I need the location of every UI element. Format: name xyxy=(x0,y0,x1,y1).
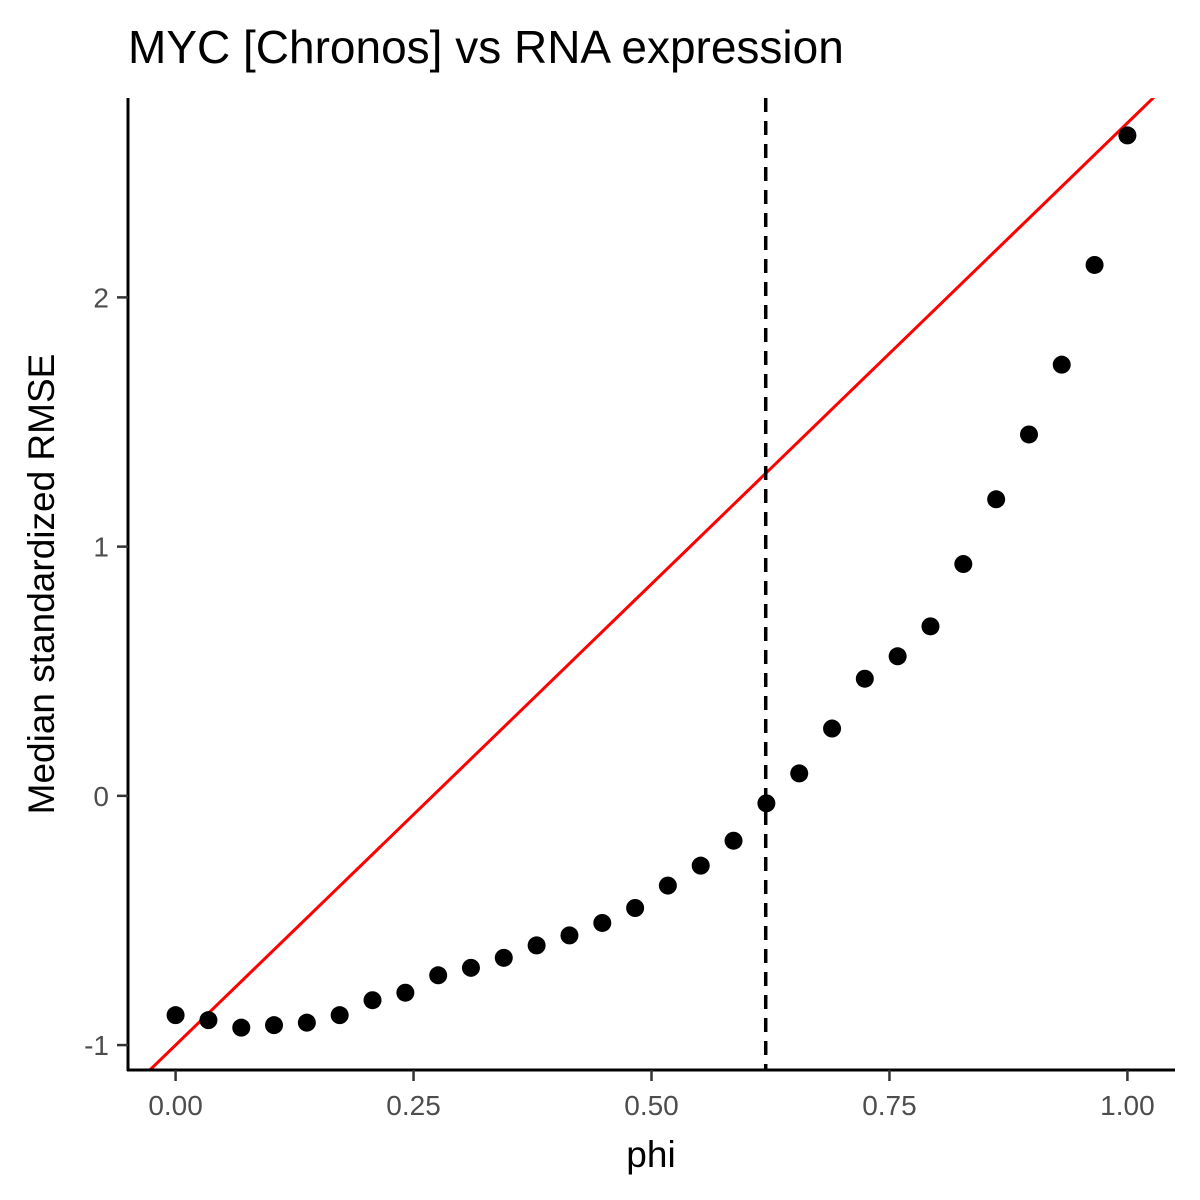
data-point xyxy=(527,936,546,955)
x-tick-label: 0.50 xyxy=(624,1090,679,1121)
data-point xyxy=(823,719,842,738)
data-point xyxy=(199,1011,218,1030)
data-point xyxy=(1118,126,1137,145)
data-point xyxy=(658,876,677,895)
data-point xyxy=(429,966,448,985)
y-tick-label: -1 xyxy=(84,1030,109,1061)
plot-area xyxy=(147,98,1156,1070)
data-point xyxy=(757,794,776,813)
y-tick-label: 0 xyxy=(93,781,109,812)
x-tick-label: 0.25 xyxy=(386,1090,441,1121)
data-point xyxy=(626,899,645,917)
y-tick-label: 1 xyxy=(93,532,109,563)
data-point xyxy=(232,1018,251,1037)
x-tick-label: 0.00 xyxy=(148,1090,203,1121)
data-point xyxy=(560,926,579,945)
data-point xyxy=(921,617,940,636)
data-point xyxy=(166,1006,185,1025)
chart-title: MYC [Chronos] vs RNA expression xyxy=(128,21,844,73)
x-axis-title: phi xyxy=(626,1134,675,1175)
data-point xyxy=(790,764,809,783)
data-point xyxy=(888,647,907,666)
x-axis-ticks: 0.00 0.25 0.50 0.75 1.00 xyxy=(148,1070,1155,1121)
data-point xyxy=(265,1016,284,1035)
x-tick-label: 1.00 xyxy=(1100,1090,1155,1121)
data-point xyxy=(461,958,480,977)
data-point xyxy=(855,669,874,688)
reference-line xyxy=(147,98,1156,1070)
data-point xyxy=(1052,355,1071,374)
data-point xyxy=(987,490,1006,509)
y-tick-label: 2 xyxy=(93,282,109,313)
data-point xyxy=(593,913,612,932)
data-point xyxy=(691,856,710,875)
data-point xyxy=(396,983,415,1002)
y-axis-ticks: -1 0 1 2 xyxy=(84,282,128,1061)
data-point xyxy=(1085,255,1104,274)
data-point xyxy=(330,1006,349,1025)
x-tick-label: 0.75 xyxy=(862,1090,917,1121)
data-point xyxy=(724,831,743,850)
data-point xyxy=(297,1013,316,1032)
data-point xyxy=(954,555,973,574)
data-point xyxy=(494,948,513,967)
y-axis-title: Median standardized RMSE xyxy=(21,354,62,815)
data-point xyxy=(1019,425,1038,444)
data-point xyxy=(363,991,382,1010)
